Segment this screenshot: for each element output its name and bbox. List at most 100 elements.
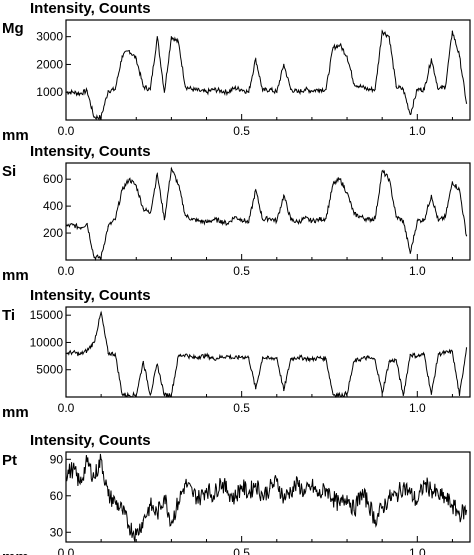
data-point (297, 91, 299, 93)
data-point (353, 509, 355, 511)
data-point (367, 501, 369, 503)
data-point (360, 86, 362, 88)
data-point (121, 393, 123, 395)
data-point (100, 116, 102, 118)
data-point (220, 480, 222, 482)
data-point (465, 235, 468, 237)
data-point (325, 358, 327, 360)
data-point (339, 44, 341, 46)
data-point (107, 352, 109, 354)
data-point (156, 173, 158, 175)
data-point (107, 90, 109, 92)
data-point (170, 167, 172, 169)
data-point (184, 86, 186, 88)
chart-title: Intensity, Counts (30, 143, 151, 160)
data-point (156, 513, 158, 515)
data-point (142, 86, 144, 88)
data-point (276, 220, 278, 222)
data-point (79, 227, 81, 229)
data-point (451, 181, 453, 183)
data-point (276, 357, 278, 359)
chart-title: Intensity, Counts (30, 432, 151, 449)
data-point (360, 492, 362, 494)
data-point (227, 91, 229, 93)
y-tick-label: 3000 (36, 30, 63, 44)
data-point (409, 492, 411, 494)
data-point (234, 497, 236, 499)
data-point (79, 483, 81, 485)
data-point (93, 256, 95, 258)
data-point (290, 219, 292, 221)
data-point (163, 495, 165, 497)
data-point (430, 393, 432, 395)
data-point (304, 492, 306, 494)
y-tick-label: 90 (50, 452, 64, 466)
data-point (177, 355, 179, 357)
data-point (416, 220, 418, 222)
data-point (451, 30, 453, 32)
data-point (437, 353, 439, 355)
data-point (198, 90, 201, 92)
y-tick-label: 15000 (30, 308, 64, 322)
data-point (444, 352, 446, 354)
series-line-ti (65, 310, 467, 399)
data-point (297, 483, 299, 485)
data-point (353, 213, 355, 215)
data-point (402, 88, 404, 90)
data-point (318, 219, 320, 221)
data-point (290, 88, 292, 90)
data-point (458, 394, 461, 396)
data-point (374, 217, 376, 219)
data-point (325, 487, 327, 490)
data-point (212, 358, 215, 360)
data-point (65, 473, 67, 475)
data-point (409, 113, 411, 115)
x-tick-label: 0.0 (58, 546, 75, 555)
data-point (395, 86, 397, 88)
data-point (163, 394, 165, 396)
element-label: Pt (2, 452, 17, 469)
data-point (128, 50, 130, 52)
y-tick-label: 400 (43, 199, 63, 213)
data-point (177, 41, 179, 43)
data-point (248, 357, 250, 359)
data-point (255, 58, 257, 60)
data-point (163, 91, 165, 93)
data-point (184, 353, 186, 356)
y-tick-label: 200 (43, 226, 63, 240)
data-point (79, 353, 81, 356)
x-axis-label: mm (2, 549, 29, 555)
data-point (458, 189, 461, 191)
data-point (212, 88, 215, 90)
data-point (93, 341, 95, 344)
data-point (437, 220, 439, 222)
data-point (423, 88, 425, 90)
data-point (388, 360, 390, 363)
chart-panel-ti: Intensity, Counts Ti mm 5000 10000 15000 0.0 0.… (2, 287, 471, 421)
data-point (248, 91, 250, 93)
data-point (205, 487, 208, 490)
data-point (121, 509, 123, 511)
data-point (241, 485, 243, 487)
data-point (241, 219, 243, 221)
data-point (114, 501, 116, 503)
data-point (430, 58, 432, 60)
data-point (269, 217, 271, 219)
data-point (177, 184, 179, 186)
data-point (65, 91, 67, 93)
data-point (65, 352, 67, 354)
data-point (128, 525, 130, 527)
series-line-pt (65, 453, 467, 542)
data-point (191, 357, 194, 359)
data-point (339, 504, 341, 507)
data-point (332, 184, 334, 186)
data-point (184, 214, 186, 217)
data-point (444, 86, 446, 88)
data-point (346, 192, 348, 194)
data-point (72, 224, 74, 226)
data-point (360, 216, 362, 218)
data-point (227, 223, 229, 225)
data-point (198, 220, 201, 222)
data-point (276, 91, 278, 93)
